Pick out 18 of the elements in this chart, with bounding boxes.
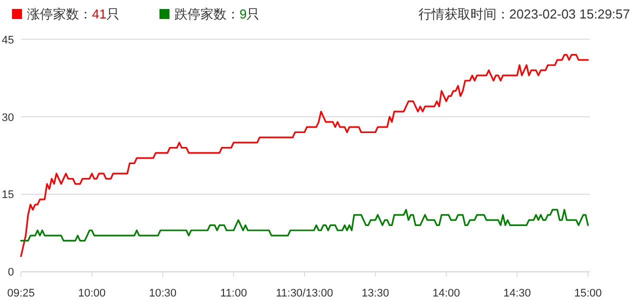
x-tick-label: 10:30 <box>148 288 177 300</box>
x-tick-label: 09:25 <box>7 288 35 300</box>
x-tick-label: 14:00 <box>432 288 460 300</box>
line-series <box>20 208 589 242</box>
line-series <box>20 54 589 258</box>
x-tick-label: 11:00 <box>220 288 247 300</box>
legend-label: 涨停家数：41只 <box>27 6 120 22</box>
legend-label: 跌停家数：9只 <box>174 6 260 22</box>
x-tick-label: 10:00 <box>78 288 106 300</box>
y-tick-label: 45 <box>2 34 14 46</box>
text: 行情获取时间：2023-02-03 15:29:57 <box>418 6 630 22</box>
y-tick-label: 30 <box>2 112 14 124</box>
x-tick-label: 13:30 <box>362 288 390 300</box>
x-tick-label: 11:30/13:00 <box>276 288 334 300</box>
y-tick-label: 15 <box>2 189 14 202</box>
y-tick-label: 0 <box>8 266 14 279</box>
x-tick-label: 15:00 <box>574 288 602 300</box>
x-tick-label: 14:30 <box>503 288 531 300</box>
